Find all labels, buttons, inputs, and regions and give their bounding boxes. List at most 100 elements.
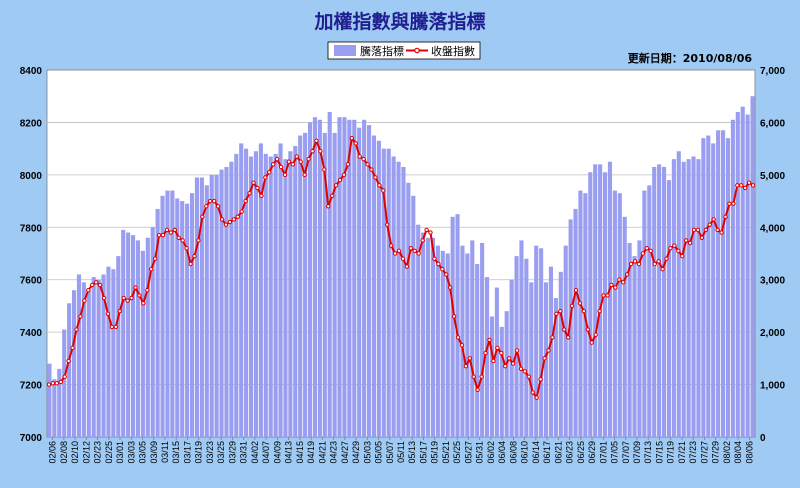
advance-decline-bar xyxy=(421,232,426,437)
advance-decline-bar xyxy=(116,256,121,437)
y-left-tick-label: 7200 xyxy=(20,381,43,392)
advance-decline-bar xyxy=(263,153,268,437)
legend-line-marker xyxy=(414,47,420,54)
index-close-point xyxy=(160,232,166,238)
index-close-point xyxy=(200,214,205,220)
x-tick-label: 05/31 xyxy=(475,441,485,464)
y-right-tick-label: 3,000 xyxy=(760,276,785,287)
index-close-point xyxy=(204,204,209,209)
y-right-tick-label: 2,000 xyxy=(760,328,785,339)
advance-decline-bar xyxy=(273,153,278,437)
index-close-point xyxy=(298,159,303,164)
index-close-point xyxy=(255,185,260,191)
index-close-point xyxy=(227,219,233,225)
index-close-point xyxy=(196,238,201,243)
advance-decline-bar xyxy=(489,316,495,437)
advance-decline-bar xyxy=(514,256,519,437)
x-tick-label: 03/01 xyxy=(115,441,125,464)
advance-decline-bar xyxy=(126,232,131,437)
x-tick-label: 03/05 xyxy=(138,441,148,464)
advance-decline-bar xyxy=(666,180,672,437)
index-close-point xyxy=(554,311,559,316)
index-close-point xyxy=(534,395,539,400)
x-tick-label: 03/31 xyxy=(239,441,249,464)
index-close-point xyxy=(680,253,685,259)
advance-decline-bar xyxy=(671,159,676,437)
x-tick-label: 03/19 xyxy=(194,441,204,464)
x-tick-label: 03/11 xyxy=(160,441,170,463)
x-tick-label: 02/08 xyxy=(59,441,69,464)
index-close-point xyxy=(152,256,158,261)
index-close-point xyxy=(495,345,500,351)
x-tick-label: 07/01 xyxy=(598,441,608,464)
advance-decline-bar xyxy=(730,119,735,437)
advance-decline-bar xyxy=(71,290,77,437)
index-close-point xyxy=(164,227,170,233)
index-close-point xyxy=(172,227,178,233)
index-close-point xyxy=(86,288,91,293)
x-tick-label: 04/21 xyxy=(317,441,327,464)
advance-decline-bar xyxy=(175,198,180,437)
x-tick-label: 04/02 xyxy=(250,441,260,464)
x-tick-label: 03/25 xyxy=(216,441,226,464)
index-close-point xyxy=(632,259,638,264)
index-close-point xyxy=(82,298,87,303)
advance-decline-bar xyxy=(150,227,155,437)
advance-decline-bar xyxy=(52,379,57,437)
index-close-point xyxy=(282,172,288,178)
x-tick-label: 04/09 xyxy=(272,441,282,464)
index-close-point xyxy=(640,251,646,256)
index-close-point xyxy=(314,138,319,143)
index-close-point xyxy=(66,358,71,364)
advance-decline-bar xyxy=(499,326,504,437)
index-close-point xyxy=(361,156,366,162)
index-close-point xyxy=(593,332,598,337)
y-right-tick-label: 1,000 xyxy=(760,381,785,392)
x-tick-label: 07/21 xyxy=(677,441,687,464)
advance-decline-bar xyxy=(135,240,141,437)
index-close-point xyxy=(404,264,410,269)
advance-decline-bar xyxy=(401,166,406,438)
y-right-tick-label: 0 xyxy=(760,433,766,444)
index-close-point xyxy=(149,267,154,272)
advance-decline-bar xyxy=(293,146,298,437)
advance-decline-bar xyxy=(720,130,726,438)
index-close-point xyxy=(660,267,665,272)
advance-decline-bar xyxy=(258,143,263,437)
advance-decline-bar xyxy=(539,248,544,437)
index-close-point xyxy=(388,243,394,248)
index-close-point xyxy=(550,335,555,340)
advance-decline-bar xyxy=(366,125,372,438)
index-close-point xyxy=(263,175,268,180)
index-close-point xyxy=(605,293,610,298)
index-close-point xyxy=(455,335,461,340)
index-close-point xyxy=(451,314,457,319)
index-close-point xyxy=(479,374,484,379)
advance-decline-bar xyxy=(460,245,465,437)
index-close-point xyxy=(329,193,335,199)
advance-decline-bar xyxy=(573,208,578,437)
advance-decline-bar xyxy=(357,127,362,438)
advance-decline-bar xyxy=(130,235,136,437)
advance-decline-bar xyxy=(637,240,642,437)
index-close-point xyxy=(188,261,193,267)
advance-decline-bar xyxy=(278,143,283,437)
advance-decline-bar xyxy=(106,266,111,437)
x-tick-label: 04/23 xyxy=(329,441,339,464)
index-close-point xyxy=(526,374,532,379)
advance-decline-bar xyxy=(67,303,72,437)
index-close-point xyxy=(683,238,689,243)
x-axis: 02/06 02/08 02/10 02/12 02/23 02/25 03/01 03/03… xyxy=(48,437,754,464)
advance-decline-bar xyxy=(691,156,696,437)
index-close-point xyxy=(156,232,162,238)
index-close-point xyxy=(742,185,748,191)
index-close-point xyxy=(613,285,618,290)
advance-decline-bar xyxy=(244,148,249,437)
x-tick-label: 04/19 xyxy=(306,441,316,464)
index-close-point xyxy=(141,301,146,306)
index-close-point xyxy=(432,256,437,261)
index-close-point xyxy=(475,387,480,393)
index-close-point xyxy=(558,308,563,314)
index-close-point xyxy=(294,154,299,159)
index-close-point xyxy=(337,177,343,183)
